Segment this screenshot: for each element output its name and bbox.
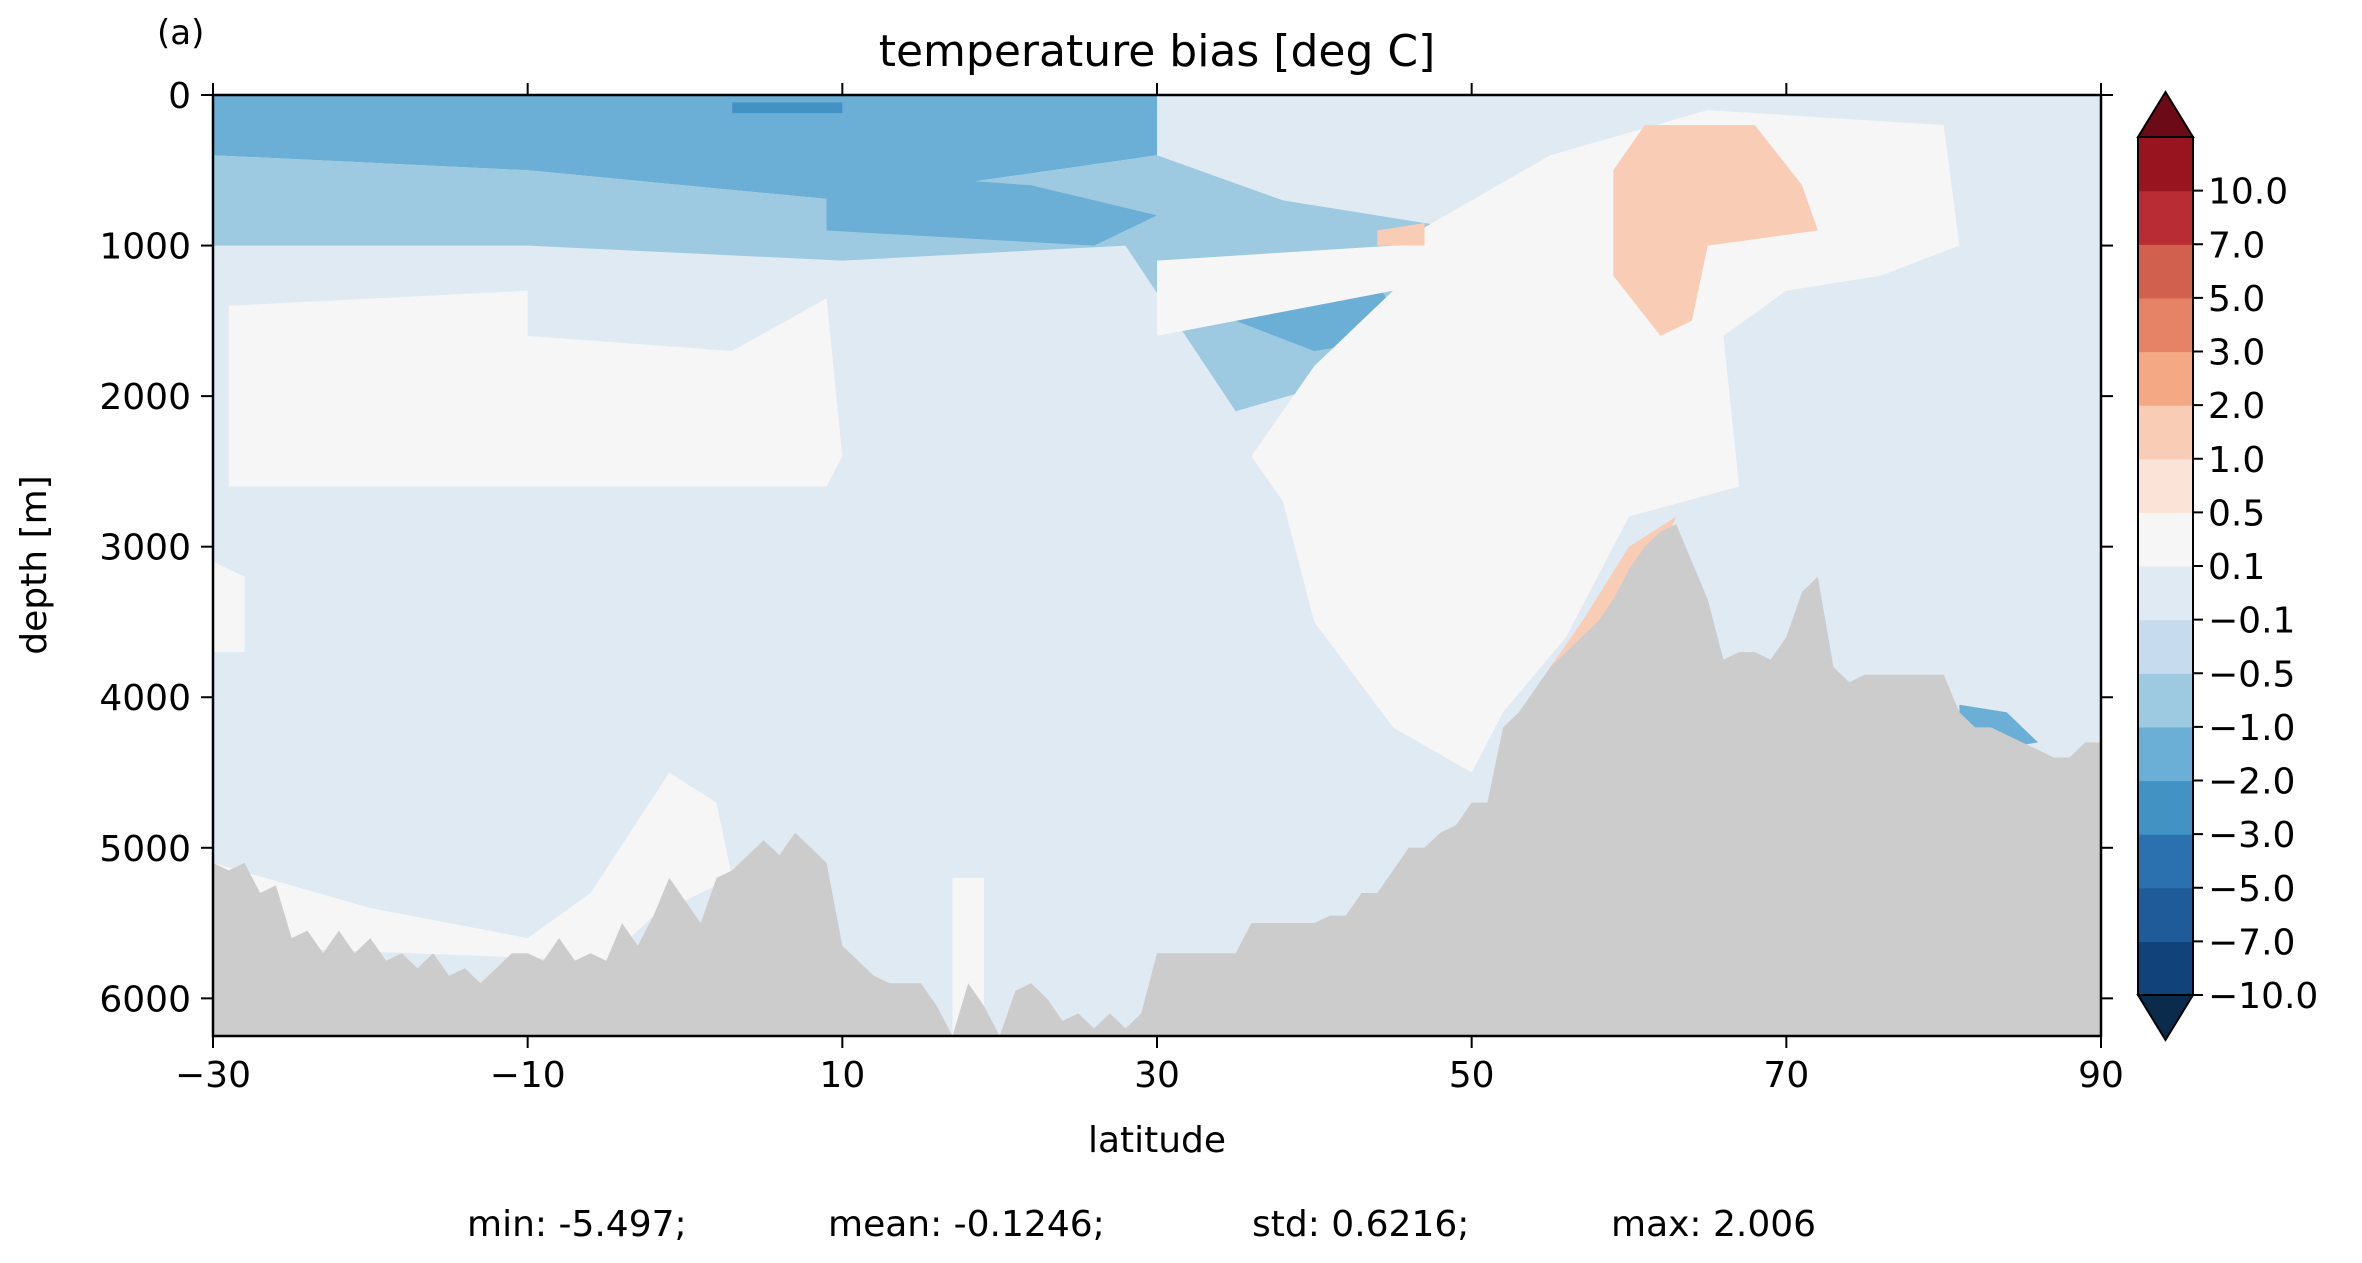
colorbar-swatch bbox=[2138, 190, 2193, 245]
y-axis-label: depth [m] bbox=[14, 475, 55, 654]
colorbar-tick-label: 7.0 bbox=[2208, 225, 2265, 266]
colorbar-swatch bbox=[2138, 137, 2193, 192]
colorbar-tick-label: −10.0 bbox=[2208, 976, 2318, 1017]
stat-max: max: 2.006 bbox=[1611, 1204, 1816, 1245]
chart-title: temperature bias [deg C] bbox=[879, 26, 1436, 77]
stat-min: min: -5.497; bbox=[467, 1204, 687, 1245]
y-tick-label: 5000 bbox=[99, 829, 191, 870]
colorbar-tick-label: 0.5 bbox=[2208, 493, 2265, 534]
colorbar-tick-label: −7.0 bbox=[2208, 922, 2295, 963]
colorbar-tick-label: 1.0 bbox=[2208, 440, 2265, 481]
panel-label: (a) bbox=[157, 13, 204, 53]
x-tick-label: −10 bbox=[490, 1055, 566, 1096]
colorbar-extend-under bbox=[2136, 994, 2195, 1042]
colorbar-tick-label: −1.0 bbox=[2208, 708, 2295, 749]
colorbar-swatch bbox=[2138, 351, 2193, 406]
colorbar-swatch bbox=[2138, 512, 2193, 567]
bias-region-3 bbox=[732, 102, 843, 114]
y-tick-label: 1000 bbox=[99, 227, 191, 268]
bias-region-1 bbox=[213, 155, 1472, 412]
x-tick-label: 90 bbox=[2078, 1055, 2124, 1096]
colorbar-swatch bbox=[2138, 297, 2193, 353]
y-tick-label: 0 bbox=[168, 76, 191, 117]
colorbar-tick-label: 5.0 bbox=[2208, 279, 2265, 320]
x-tick-label: 50 bbox=[1449, 1055, 1495, 1096]
bias-region-11 bbox=[213, 772, 733, 961]
x-tick-label: 30 bbox=[1134, 1055, 1180, 1096]
y-axis: 0 1000 2000 3000 4000 5000 6000 bbox=[99, 76, 2113, 1020]
colorbar-tick-label: −0.5 bbox=[2208, 654, 2295, 695]
colorbar-tick-label: 10.0 bbox=[2208, 172, 2288, 213]
colorbar: −10.0 −7.0 −5.0 −3.0 −2.0 −1.0 −0.5 −0.1 0.1 0.5 1… bbox=[2136, 90, 2318, 1042]
colorbar-swatch bbox=[2138, 566, 2193, 621]
stat-mean: mean: -0.1246; bbox=[828, 1204, 1105, 1245]
x-axis: −30 −10 10 30 50 70 90 bbox=[175, 83, 2124, 1096]
y-tick-label: 4000 bbox=[99, 678, 191, 719]
colorbar-tick-label: 2.0 bbox=[2208, 386, 2265, 427]
colorbar-swatch bbox=[2138, 673, 2193, 728]
bathymetry-mask bbox=[213, 524, 2101, 1036]
bias-region-2 bbox=[826, 170, 1157, 246]
colorbar-swatch bbox=[2138, 887, 2193, 942]
colorbar-swatch bbox=[2138, 405, 2193, 460]
y-tick-label: 6000 bbox=[99, 979, 191, 1020]
bias-region-0 bbox=[213, 95, 1157, 201]
colorbar-tick-label: −2.0 bbox=[2208, 762, 2295, 803]
bias-region-9 bbox=[1377, 223, 1425, 246]
x-tick-label: −30 bbox=[175, 1055, 251, 1096]
bias-region-5 bbox=[228, 290, 843, 487]
colorbar-swatch bbox=[2138, 726, 2193, 782]
x-tick-label: 10 bbox=[819, 1055, 865, 1096]
y-tick-label: 2000 bbox=[99, 377, 191, 418]
plot-area bbox=[213, 95, 2101, 1036]
colorbar-swatch bbox=[2138, 458, 2193, 513]
x-axis-label: latitude bbox=[1088, 1120, 1226, 1161]
colorbar-swatch bbox=[2138, 619, 2193, 674]
stat-std: std: 0.6216; bbox=[1252, 1204, 1469, 1245]
bias-region-7 bbox=[1613, 125, 1818, 336]
bias-region-10 bbox=[213, 561, 245, 653]
colorbar-swatch bbox=[2138, 834, 2193, 889]
colorbar-tick-label: 3.0 bbox=[2208, 333, 2265, 374]
colorbar-swatch bbox=[2138, 244, 2193, 299]
colorbar-tick-label: 0.1 bbox=[2208, 547, 2265, 588]
colorbar-tick-label: −0.1 bbox=[2208, 601, 2295, 642]
colorbar-tick-label: −3.0 bbox=[2208, 815, 2295, 856]
bias-contours bbox=[213, 95, 2039, 1036]
y-tick-label: 3000 bbox=[99, 528, 191, 569]
x-tick-label: 70 bbox=[1763, 1055, 1809, 1096]
colorbar-swatch bbox=[2138, 780, 2193, 835]
colorbar-tick-label: −5.0 bbox=[2208, 869, 2295, 910]
colorbar-extend-over bbox=[2136, 90, 2195, 138]
bias-region-6 bbox=[1157, 110, 1960, 773]
colorbar-swatch bbox=[2138, 941, 2193, 996]
